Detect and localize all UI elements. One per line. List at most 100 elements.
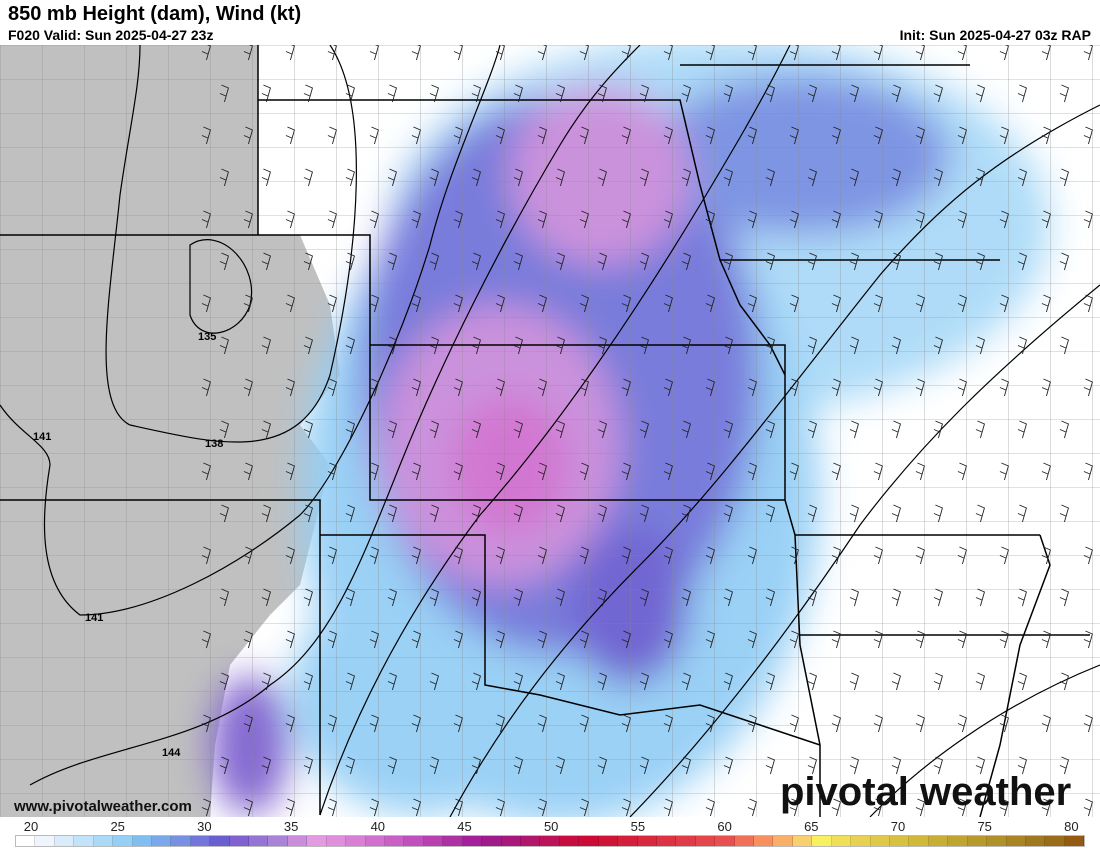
wind-barb	[411, 546, 421, 565]
wind-barb	[873, 126, 883, 145]
wind-barb	[303, 168, 313, 187]
colorbar-cell	[676, 836, 696, 846]
colorbar-tick: 60	[717, 819, 732, 834]
wind-barb	[453, 378, 463, 397]
wind-barb	[957, 378, 967, 397]
wind-barb	[411, 378, 421, 397]
wind-barb	[327, 630, 337, 649]
wind-barb	[1059, 420, 1069, 439]
wind-barb	[453, 462, 463, 481]
wind-barb	[975, 252, 985, 271]
wind-barb	[1041, 294, 1051, 313]
wind-barb	[243, 462, 253, 481]
wind-barb	[219, 168, 229, 187]
colorbar-cell	[812, 836, 832, 846]
county-borders	[0, 45, 1100, 817]
wind-barb	[621, 45, 631, 61]
contour-label: 135	[198, 331, 216, 343]
wind-barb	[597, 336, 607, 355]
wind-barb	[681, 588, 691, 607]
wind-barb	[1017, 588, 1027, 607]
wind-barb	[429, 168, 439, 187]
map-title: 850 mb Height (dam), Wind (kt)	[8, 3, 302, 25]
wind-barb	[243, 210, 253, 229]
wind-barb	[1017, 84, 1027, 103]
wind-barb	[957, 45, 967, 61]
wind-barb	[1041, 45, 1051, 61]
wind-barb	[345, 336, 355, 355]
wind-barb	[957, 798, 967, 817]
wind-barb	[933, 252, 943, 271]
wind-barb	[789, 714, 799, 733]
colorbar-tick: 30	[197, 819, 212, 834]
wind-barb	[807, 252, 817, 271]
wind-barb	[975, 168, 985, 187]
wind-barb	[201, 126, 211, 145]
wind-barb	[723, 672, 733, 691]
wind-barb	[789, 294, 799, 313]
wind-barb	[1083, 798, 1093, 817]
wind-barb	[201, 462, 211, 481]
contour-label: 141	[85, 612, 103, 624]
wind-barb	[957, 630, 967, 649]
colorbar-tick: 45	[457, 819, 472, 834]
wind-barb	[555, 84, 565, 103]
wind-barb	[369, 714, 379, 733]
wind-barb	[663, 462, 673, 481]
wind-barb	[243, 798, 253, 817]
colorbar-cell	[909, 836, 929, 846]
wind-barb	[219, 588, 229, 607]
wind-barb	[537, 630, 547, 649]
wind-barb	[429, 504, 439, 523]
wind-barb	[915, 462, 925, 481]
wind-barb	[495, 126, 505, 145]
wind-barb	[1059, 336, 1069, 355]
wind-barb	[891, 336, 901, 355]
wind-barb	[621, 714, 631, 733]
wind-barb	[513, 84, 523, 103]
wind-barb	[765, 168, 775, 187]
colorbar-cell	[229, 836, 250, 846]
wind-barb	[1059, 672, 1069, 691]
wind-barb	[219, 420, 229, 439]
wind-barb	[513, 336, 523, 355]
wind-barb	[681, 252, 691, 271]
valid-time: F020 Valid: Sun 2025-04-27 23z	[8, 27, 214, 43]
colorbar-cell	[656, 836, 677, 846]
wind-barb	[705, 294, 715, 313]
wind-barb	[1041, 798, 1051, 817]
wind-barb	[933, 336, 943, 355]
wind-barb	[471, 168, 481, 187]
wind-barb	[597, 588, 607, 607]
wind-barb	[765, 588, 775, 607]
colorbar-cell	[792, 836, 813, 846]
wind-barb	[915, 378, 925, 397]
wind-barb	[705, 630, 715, 649]
wind-barb	[663, 126, 673, 145]
wind-barb	[243, 126, 253, 145]
colorbar-cell	[151, 836, 172, 846]
wind-barb	[705, 45, 715, 61]
wind-barb	[891, 84, 901, 103]
wind-barb	[663, 714, 673, 733]
wind-barb	[681, 504, 691, 523]
colorbar-cell	[851, 836, 871, 846]
wind-barb	[579, 714, 589, 733]
wind-barb	[891, 252, 901, 271]
wind-barb	[471, 504, 481, 523]
wind-barb	[999, 714, 1009, 733]
colorbar-cell	[598, 836, 619, 846]
colorbar-cell	[889, 836, 910, 846]
wind-barb	[285, 210, 295, 229]
wind-barb	[1083, 714, 1093, 733]
wind-barb	[345, 588, 355, 607]
wind-barb	[705, 378, 715, 397]
wind-barb	[411, 798, 421, 817]
wind-barb	[579, 45, 589, 61]
wind-barbs	[201, 45, 1093, 817]
wind-barb	[429, 336, 439, 355]
wind-barb	[765, 336, 775, 355]
wind-barb	[513, 588, 523, 607]
wind-barb	[555, 504, 565, 523]
wind-barb	[429, 84, 439, 103]
